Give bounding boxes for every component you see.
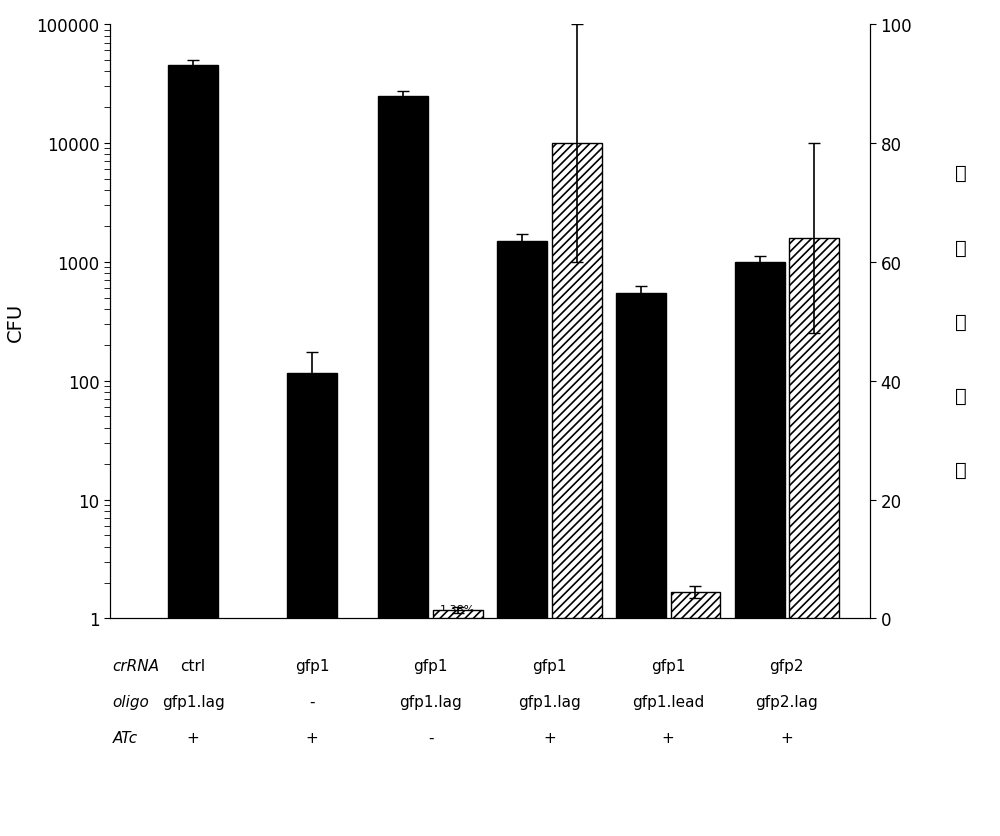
Text: +: + [187,730,200,745]
Bar [789,239,839,619]
Text: -: - [428,730,433,745]
Text: gfp1.lead: gfp1.lead [632,694,704,709]
Text: gfp1: gfp1 [295,659,329,674]
Bar [735,263,784,836]
Bar [433,610,483,619]
Text: +: + [306,730,318,745]
Text: +: + [543,730,556,745]
Text: 效: 效 [955,313,967,331]
Bar [616,293,666,836]
Text: 0.22%: 0.22% [175,604,211,614]
Text: 0%: 0% [303,604,321,614]
Text: gfp2: gfp2 [770,659,804,674]
Bar [552,144,602,619]
Text: gfp1.lag: gfp1.lag [162,694,224,709]
Text: gfp1: gfp1 [651,659,685,674]
Text: oligo: oligo [112,694,149,709]
Bar [497,242,547,836]
Y-axis label: CFU: CFU [6,303,25,341]
Text: +: + [662,730,674,745]
Text: ATc: ATc [112,730,138,745]
Text: gfp1: gfp1 [532,659,567,674]
Bar [670,592,720,619]
Text: gfp2.lag: gfp2.lag [756,694,818,709]
Text: gfp1: gfp1 [413,659,448,674]
Text: ％: ％ [955,461,967,480]
Text: gfp1.lag: gfp1.lag [518,694,581,709]
Text: 重: 重 [955,164,967,183]
Bar [287,374,337,836]
Text: crRNA: crRNA [112,659,159,674]
Text: +: + [780,730,793,745]
Text: -: - [309,694,315,709]
Bar [168,66,218,836]
Text: 组: 组 [955,238,967,257]
Text: 1.38%: 1.38% [440,604,476,614]
Text: 率: 率 [955,386,967,405]
Text: ctrl: ctrl [181,659,206,674]
Text: gfp1.lag: gfp1.lag [399,694,462,709]
Bar [378,96,428,836]
